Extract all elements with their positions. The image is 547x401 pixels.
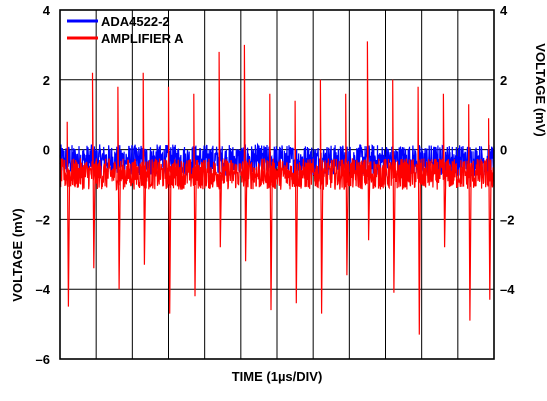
- left-tick-label: 0: [43, 143, 50, 158]
- left-tick-label: –6: [36, 352, 50, 367]
- legend-label-ada4522: ADA4522-2: [101, 14, 170, 29]
- series-layer: [59, 41, 495, 335]
- right-axis-title: VOLTAGE (mV): [533, 43, 547, 136]
- left-tick-label: 4: [43, 3, 51, 18]
- left-tick-label: –2: [36, 212, 50, 227]
- right-axis-ticks: 4 2 0 –2 –4: [500, 3, 515, 297]
- plot-frame: [59, 9, 495, 360]
- right-tick-label: 2: [500, 73, 507, 88]
- left-tick-label: 2: [43, 73, 50, 88]
- left-tick-label: –4: [36, 282, 51, 297]
- left-axis-title: VOLTAGE (mV): [10, 208, 25, 301]
- legend-label-amplifier-a: AMPLIFIER A: [101, 31, 184, 46]
- right-tick-label: 4: [500, 3, 508, 18]
- right-tick-label: 0: [500, 143, 507, 158]
- right-tick-label: –4: [500, 282, 515, 297]
- right-tick-label: –2: [500, 212, 514, 227]
- series-line-amplifier-a: [59, 41, 495, 335]
- x-axis-title: TIME (1µs/DIV): [232, 369, 323, 384]
- left-axis-ticks: 4 2 0 –2 –4 –6: [36, 3, 51, 367]
- legend: ADA4522-2 AMPLIFIER A: [67, 14, 184, 46]
